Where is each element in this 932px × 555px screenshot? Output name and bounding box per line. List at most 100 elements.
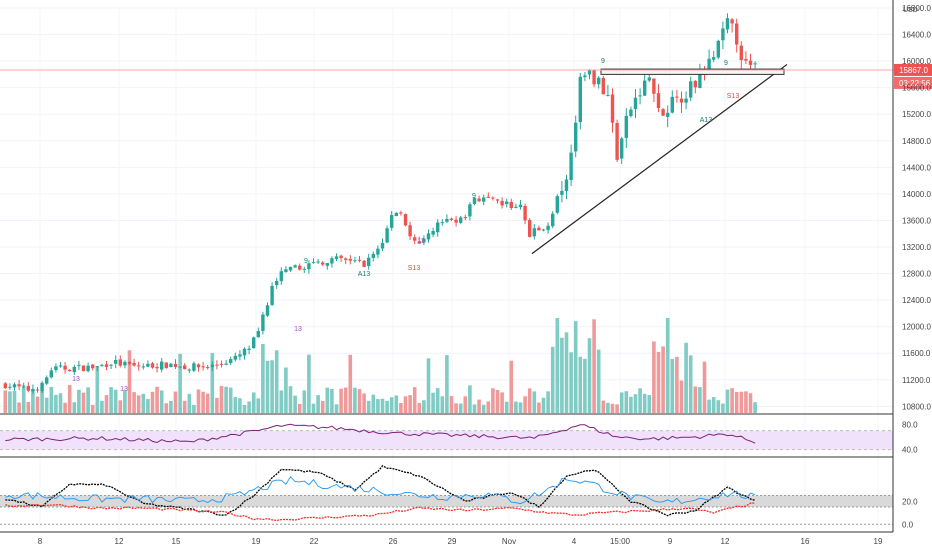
- volume-bar: [495, 390, 500, 413]
- candle-body: [555, 196, 559, 213]
- volume-bar: [426, 358, 431, 413]
- volume-bar: [293, 395, 297, 413]
- volume-bar: [307, 354, 311, 413]
- price-tick-label: 12400.0: [902, 296, 931, 305]
- candle-body: [394, 212, 398, 217]
- dmi-tick-label: 20.0: [902, 497, 918, 506]
- candle-body: [109, 364, 113, 366]
- candle-body: [679, 98, 684, 103]
- volume-bar: [192, 404, 196, 413]
- volume-bar: [104, 395, 109, 413]
- candle-body: [587, 69, 592, 75]
- volume-bar: [477, 399, 481, 413]
- count-9-label: 9: [304, 258, 308, 265]
- volume-bar: [132, 392, 136, 413]
- volume-bar: [136, 395, 141, 413]
- candle-body: [472, 197, 477, 204]
- candle-body: [725, 18, 730, 30]
- candle-body: [495, 199, 500, 201]
- volume-bar: [569, 352, 573, 413]
- volume-bar: [233, 397, 238, 413]
- volume-bar: [711, 397, 716, 413]
- volume-bar: [35, 396, 40, 413]
- count-13-label: A13: [358, 271, 371, 278]
- dmi-tick-label: 0.0: [902, 520, 914, 529]
- candle-body: [523, 206, 527, 221]
- candle-body: [284, 269, 288, 273]
- candle-body: [537, 227, 541, 231]
- candle-body: [261, 314, 265, 331]
- volume-bar: [707, 399, 711, 413]
- time-tick-label: 16: [801, 537, 810, 546]
- volume-bar: [274, 350, 279, 413]
- candle-body: [353, 260, 357, 262]
- volume-bar: [638, 388, 642, 413]
- volume-bar: [537, 402, 541, 413]
- candle-body: [601, 77, 605, 95]
- candle-body: [445, 218, 449, 222]
- volume-bar: [256, 398, 261, 413]
- volume-bar: [348, 354, 353, 413]
- last-price-badge: [894, 63, 932, 76]
- candle-body: [104, 364, 109, 367]
- volume-bar: [81, 392, 86, 413]
- candle-body: [620, 138, 624, 159]
- rsi-line: [5, 423, 756, 444]
- volume-bar: [178, 353, 182, 413]
- candle-body: [684, 98, 688, 103]
- candle-body: [440, 222, 444, 224]
- volume-bar: [182, 400, 187, 413]
- volume-bar: [219, 385, 224, 413]
- volume-bar: [619, 392, 624, 413]
- volume-bar: [661, 346, 665, 413]
- candle-body: [132, 362, 136, 366]
- volume-bar: [325, 387, 330, 413]
- volume-bar: [458, 403, 463, 413]
- volume-bar: [394, 395, 399, 413]
- price-tick-label: 16000.0: [902, 57, 931, 66]
- candle-body: [629, 109, 633, 117]
- volume-bar: [376, 399, 380, 413]
- candle-body: [201, 366, 205, 368]
- price-tick-label: 15600.0: [902, 84, 931, 93]
- candle-body: [31, 388, 35, 392]
- volume-bar: [472, 404, 477, 413]
- volume-bar: [555, 318, 560, 413]
- candle-body: [417, 241, 421, 244]
- volume-bar: [642, 393, 647, 413]
- candle-body: [500, 200, 504, 206]
- volume-bar: [702, 361, 707, 413]
- candle-body: [371, 253, 375, 259]
- volume-bar: [431, 392, 435, 413]
- candle-body: [638, 95, 642, 97]
- volume-bar: [629, 396, 633, 413]
- candle-body: [436, 222, 440, 233]
- candle-body: [40, 382, 44, 392]
- count-13-label: A13: [700, 117, 713, 124]
- volume-bar: [583, 358, 587, 413]
- candle-body: [454, 219, 458, 223]
- candle-body: [22, 385, 26, 387]
- volume-bar: [40, 391, 44, 413]
- candle-body: [58, 365, 63, 367]
- count-13-label: 13: [294, 326, 302, 333]
- candle-body: [735, 23, 739, 45]
- volume-bar: [210, 353, 215, 413]
- candle-body: [707, 58, 711, 74]
- candle-body: [49, 370, 53, 378]
- volume-bar: [610, 403, 615, 413]
- time-tick-label: Nov: [502, 537, 516, 546]
- volume-bar: [532, 391, 537, 413]
- candle-body: [362, 260, 366, 267]
- count-9-label: 9: [472, 193, 476, 200]
- candle-body: [275, 280, 279, 286]
- candle-body: [173, 363, 178, 368]
- volume-bar: [730, 388, 734, 413]
- volume-bar: [118, 400, 123, 413]
- candle-body: [606, 94, 610, 96]
- volume-bar: [514, 401, 518, 413]
- candle-body: [169, 363, 173, 367]
- volume-bar: [334, 404, 339, 413]
- last-price-label: 15867.0: [899, 66, 928, 75]
